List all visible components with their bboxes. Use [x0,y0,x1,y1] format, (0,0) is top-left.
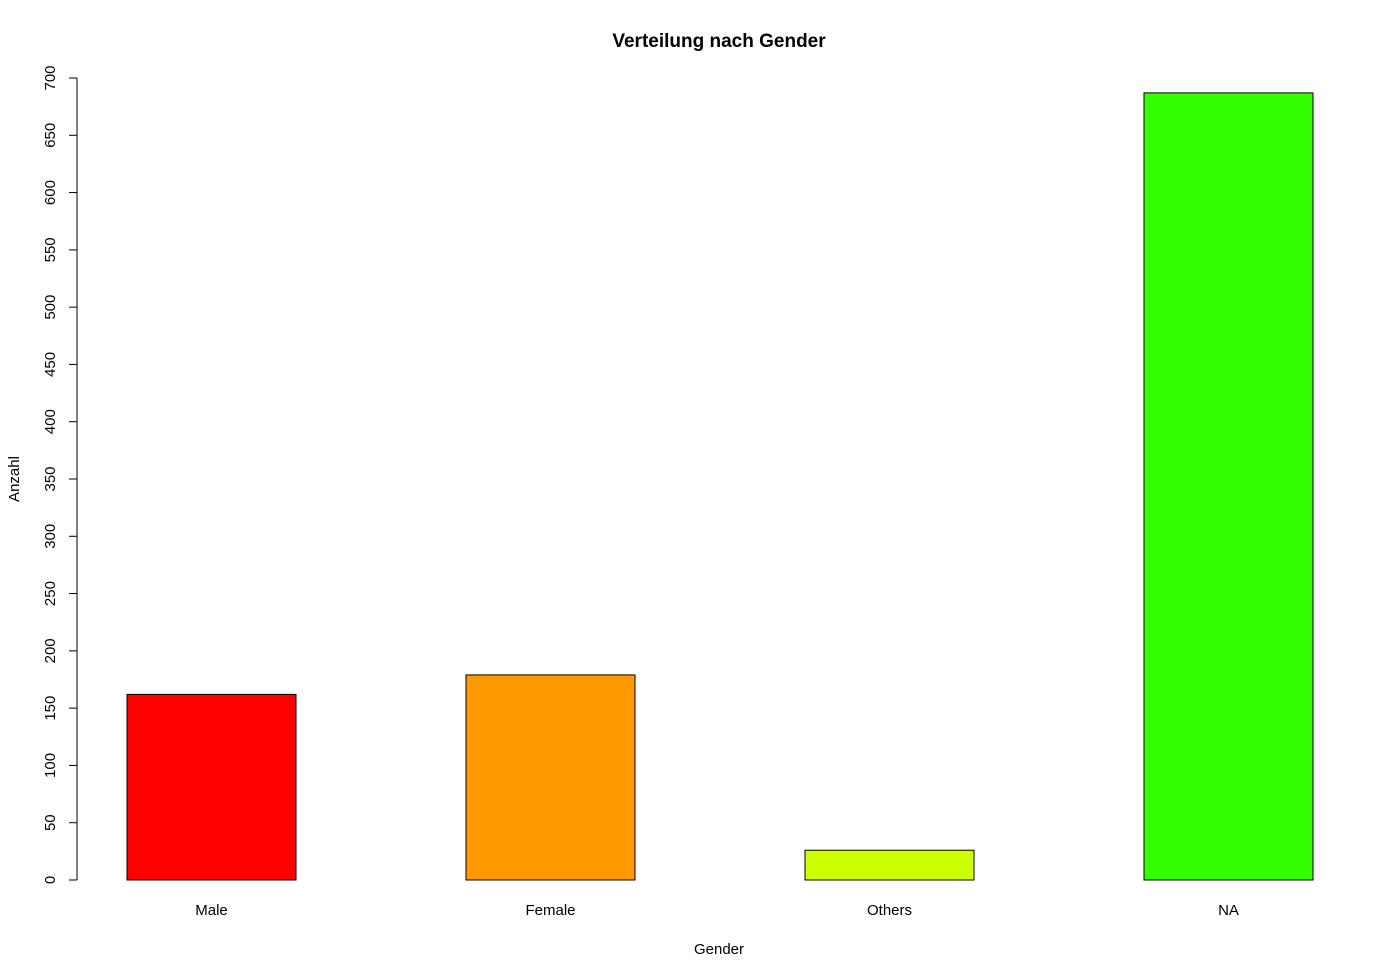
y-tick-label: 500 [42,295,59,320]
y-tick-label: 600 [42,180,59,205]
y-tick-label: 100 [42,753,59,778]
y-tick-label: 50 [42,814,59,831]
y-tick-label: 700 [42,65,59,90]
x-tick-label: Others [867,902,912,919]
y-tick-label: 650 [42,123,59,148]
y-tick-label: 350 [42,466,59,491]
y-tick-label: 150 [42,696,59,721]
bar-others [804,849,975,881]
x-axis-tick-labels: Male Female Others NA [195,902,1239,919]
x-tick-label: Male [195,902,228,919]
y-tick-label: 300 [42,524,59,549]
chart-title: Verteilung nach Gender [612,31,826,52]
y-tick-label: 0 [42,876,59,884]
y-tick-label: 550 [42,237,59,262]
bar-female [465,674,636,881]
bar-male [126,693,297,881]
y-tick-label: 400 [42,409,59,434]
y-axis-label: Anzahl [6,456,23,502]
y-axis-ticks: 0 50 100 150 200 250 300 350 400 450 500 550 600 650 7… [42,65,77,884]
x-tick-label: NA [1218,902,1239,919]
y-tick-label: 250 [42,581,59,606]
y-tick-label: 450 [42,352,59,377]
bars [126,92,1314,881]
x-axis-label: Gender [694,941,744,958]
x-tick-label: Female [525,902,575,919]
bar-na [1143,92,1314,881]
y-tick-label: 200 [42,638,59,663]
